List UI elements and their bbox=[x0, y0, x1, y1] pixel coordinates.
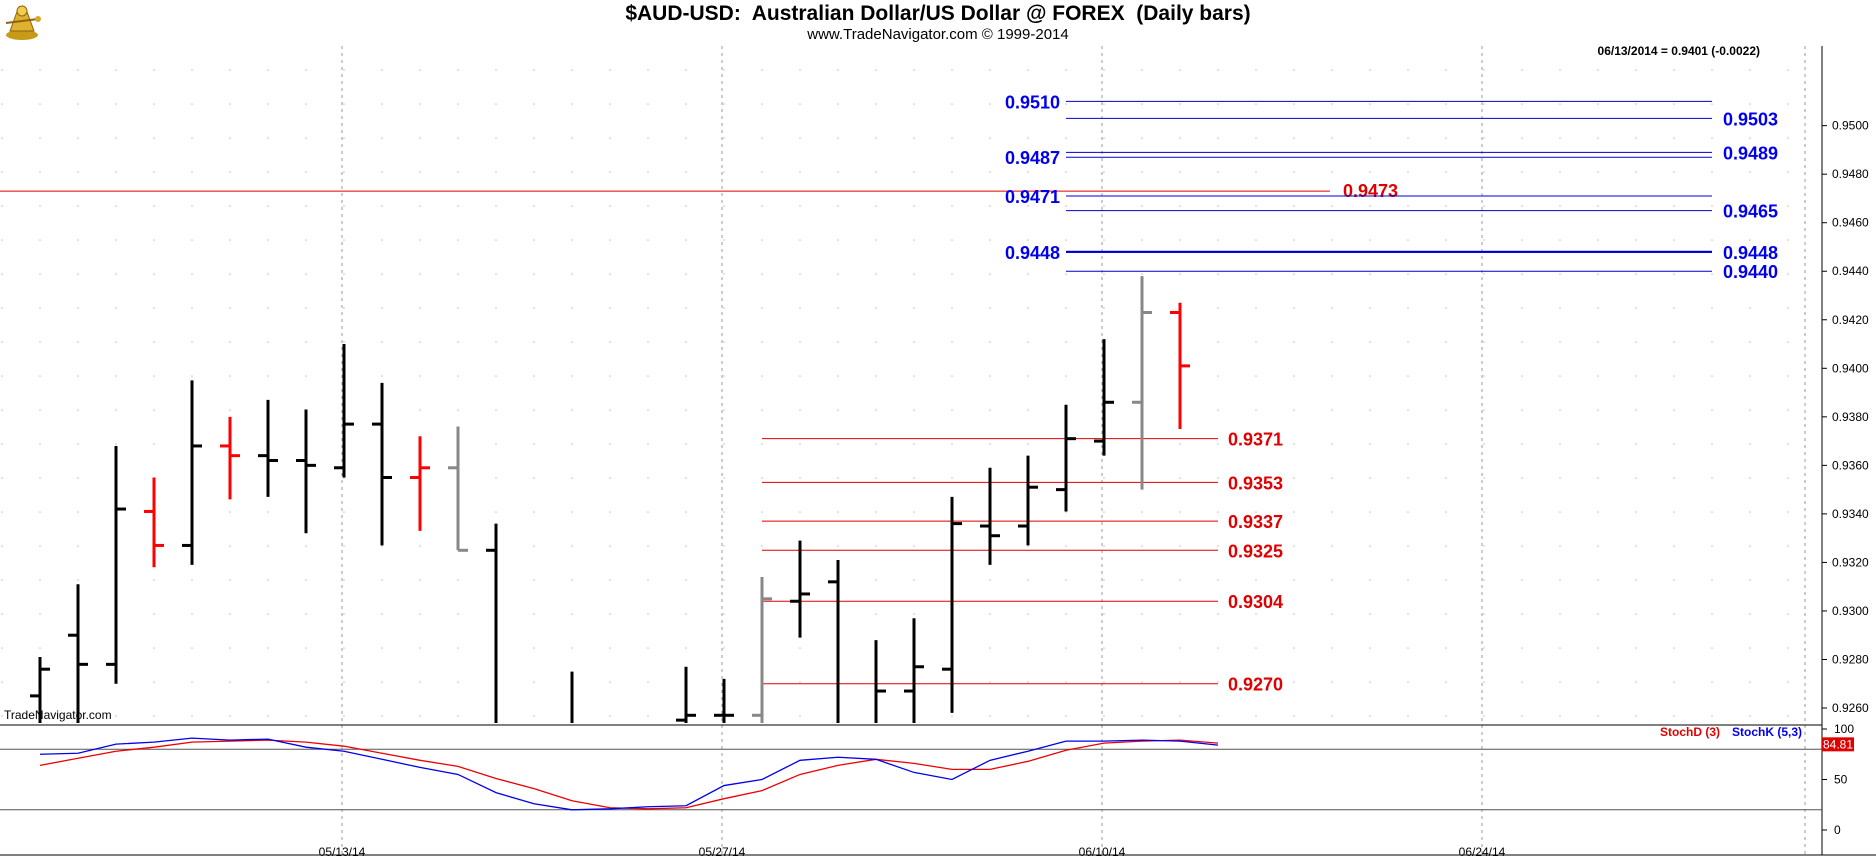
fib-red-label: 0.9371 bbox=[1228, 430, 1283, 450]
date-axis: 05/13/14 05/27/14 06/10/14 06/24/14 bbox=[319, 845, 1506, 859]
fib-red-label: 0.9353 bbox=[1228, 473, 1283, 493]
date-gridlines bbox=[341, 46, 1806, 855]
ohlc-bar bbox=[904, 618, 924, 723]
fib-red-label: 0.9304 bbox=[1228, 592, 1283, 612]
ohlc-bar bbox=[1056, 404, 1076, 512]
price-axis: 0.9260 0.9280 0.9300 0.9320 0.9340 0.9360 0.93… bbox=[1821, 46, 1869, 855]
ohlc-bar bbox=[144, 477, 164, 568]
ohlc-bar bbox=[942, 496, 962, 713]
chart-subtitle: www.TradeNavigator.com © 1999-2014 bbox=[807, 26, 1069, 43]
ohlc-bar bbox=[334, 344, 354, 478]
ohlc-bar bbox=[296, 409, 316, 534]
stoch-last-value-box bbox=[1822, 737, 1854, 752]
fib-blue-label-left: 0.9510 bbox=[1005, 92, 1060, 112]
ohlc-bar bbox=[1170, 302, 1190, 429]
stoch-last-value: 84.81 bbox=[1823, 737, 1853, 751]
chart-title: $AUD-USD: Australian Dollar/US Dollar @ … bbox=[625, 2, 1251, 25]
stoch-d-legend: StochD (3) bbox=[1660, 725, 1720, 739]
ohlc-bar bbox=[448, 426, 468, 552]
ohlc-bar bbox=[874, 640, 886, 723]
date-tick-label: 05/13/14 bbox=[319, 845, 366, 859]
resistance-label: 0.9473 bbox=[1343, 181, 1398, 201]
tradenavigator-logo-icon bbox=[2, 1, 46, 43]
date-tick-label: 05/27/14 bbox=[699, 845, 746, 859]
grid-dots bbox=[0, 46, 1822, 725]
watermark-text: TradeNavigator.com bbox=[4, 708, 112, 722]
ohlc-bar bbox=[1132, 276, 1152, 490]
ohlc-bar bbox=[1094, 339, 1114, 456]
ohlc-bar bbox=[752, 576, 772, 723]
fib-red-label: 0.9270 bbox=[1228, 675, 1283, 695]
ohlc-bar bbox=[68, 584, 88, 723]
fib-blue-label-right: 0.9440 bbox=[1723, 262, 1778, 282]
price-tick-label: 0.9280 bbox=[1832, 652, 1869, 666]
price-tick-label: 0.9340 bbox=[1832, 507, 1869, 521]
fib-blue-label-left: 0.9487 bbox=[1005, 148, 1060, 168]
stoch-k-legend: StochK (5,3) bbox=[1732, 725, 1802, 739]
fib-blue-label-left: 0.9471 bbox=[1005, 187, 1060, 207]
ohlc-bar bbox=[828, 559, 840, 723]
stoch-d-line bbox=[39, 739, 1219, 810]
price-tick-label: 0.9380 bbox=[1832, 410, 1869, 424]
ohlc-bars bbox=[30, 276, 1190, 723]
price-tick-label: 0.9500 bbox=[1832, 119, 1869, 133]
ohlc-bar bbox=[486, 523, 498, 723]
price-tick-label: 0.9260 bbox=[1832, 701, 1869, 715]
price-tick-label: 0.9440 bbox=[1832, 264, 1869, 278]
fib-red-label: 0.9325 bbox=[1228, 541, 1283, 561]
fib-red-label: 0.9337 bbox=[1228, 512, 1283, 532]
stoch-k-line bbox=[39, 737, 1219, 811]
fib-blue-label-left: 0.9448 bbox=[1005, 243, 1060, 263]
price-tick-label: 0.9460 bbox=[1832, 216, 1869, 230]
price-tick-label: 0.9420 bbox=[1832, 313, 1869, 327]
chart-header: $AUD-USD: Australian Dollar/US Dollar @ … bbox=[0, 0, 1876, 46]
fib-blue-label-right: 0.9489 bbox=[1723, 143, 1778, 163]
date-tick-label: 06/24/14 bbox=[1459, 845, 1506, 859]
stochastic-panel: 0 50 100 StochD (3) StochK (5,3) 84.81 bbox=[0, 722, 1876, 856]
fib-blue-label-right: 0.9448 bbox=[1723, 243, 1778, 263]
ohlc-bar bbox=[30, 657, 50, 723]
price-tick-label: 0.9320 bbox=[1832, 555, 1869, 569]
ohlc-bar bbox=[106, 445, 126, 684]
last-quote-label: 06/13/2014 = 0.9401 (-0.0022) bbox=[1598, 44, 1760, 58]
ohlc-bar bbox=[410, 436, 430, 531]
chart-grid bbox=[0, 46, 1822, 725]
ohlc-bar bbox=[1018, 455, 1038, 546]
ohlc-bar bbox=[258, 399, 278, 497]
price-tick-label: 0.9300 bbox=[1832, 604, 1869, 618]
price-tick-label: 0.9360 bbox=[1832, 458, 1869, 472]
ohlc-bar bbox=[676, 666, 696, 723]
fibonacci-levels: 0.9473 0.9510 0.9487 0.9471 0.9448 0.9503 0.94… bbox=[0, 92, 1778, 695]
stoch-tick-label: 50 bbox=[1834, 773, 1848, 787]
price-tick-label: 0.9480 bbox=[1832, 167, 1869, 181]
stoch-tick-label: 100 bbox=[1834, 722, 1854, 736]
ohlc-bar bbox=[790, 540, 810, 638]
price-tick-label: 0.9400 bbox=[1832, 361, 1869, 375]
ohlc-bar bbox=[220, 416, 240, 500]
stoch-tick-label: 0 bbox=[1834, 823, 1841, 837]
ohlc-bar bbox=[980, 467, 1000, 565]
ohlc-bar bbox=[182, 380, 202, 565]
ohlc-bar bbox=[714, 678, 734, 723]
ohlc-bar bbox=[372, 382, 392, 546]
date-tick-label: 06/10/14 bbox=[1079, 845, 1126, 859]
fib-blue-label-right: 0.9465 bbox=[1723, 202, 1778, 222]
fib-blue-label-right: 0.9503 bbox=[1723, 109, 1778, 129]
